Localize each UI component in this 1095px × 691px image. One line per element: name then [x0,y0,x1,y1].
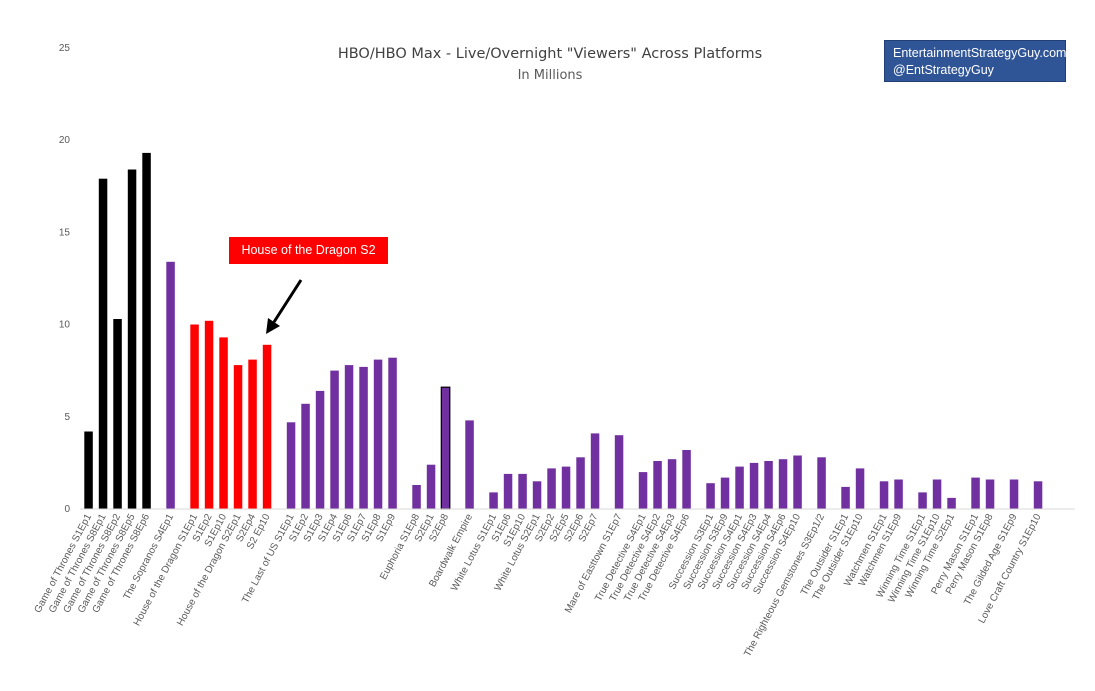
bar [518,473,527,509]
bar [142,152,151,509]
bar [682,450,691,509]
bar [793,455,802,509]
chart-subtitle: In Millions [517,68,583,83]
bar [190,324,199,509]
annotation-arrow [266,279,303,334]
bar [971,477,980,509]
chart-title: HBO/HBO Max - Live/Overnight "Viewers" A… [337,46,763,62]
y-tick-label: 25 [59,43,71,54]
bar [532,481,542,509]
bar [113,319,122,509]
bar [932,479,942,509]
bar [127,169,137,509]
y-tick-label: 15 [59,227,71,238]
bar [918,492,927,509]
bar [219,337,228,509]
bar [503,473,513,509]
bar [576,457,585,509]
y-tick-label: 0 [64,504,70,515]
bar [947,497,956,509]
bar [286,422,296,509]
bar [315,390,325,509]
bar [855,468,865,509]
bar [465,420,474,509]
bar [614,435,624,509]
bar [817,457,826,509]
y-tick-label: 20 [59,135,71,146]
bar [985,479,995,509]
bar [98,178,108,509]
bar [749,462,759,509]
bar [426,464,436,509]
bar [359,366,368,509]
x-tick-label: White Lotus S1Ep1 [449,512,499,593]
bar [764,461,773,509]
bar [233,365,243,509]
bar [653,461,662,509]
bar [301,403,310,509]
bar [1009,479,1019,509]
annotation-callout: House of the Dragon S2 [229,237,388,264]
bar [262,344,272,509]
bar [547,468,556,509]
bar [373,359,383,509]
bar [84,431,93,509]
bar [841,486,850,509]
bar [166,261,175,509]
bar [735,466,744,509]
bar [204,320,214,509]
bar [894,479,903,509]
bar [778,459,788,509]
bar [720,477,730,509]
bar [440,386,451,510]
bars [84,152,1043,510]
bar [706,483,715,509]
bar [330,370,339,509]
bar [638,472,648,509]
credit-handle: @EntStrategyGuy [893,63,994,77]
bar [388,357,397,509]
bar [412,485,421,509]
bar [590,433,600,509]
y-tick-label: 5 [64,412,70,423]
bar [489,492,498,509]
bar [561,466,571,509]
credit-website: EntertainmentStrategyGuy.com [893,46,1067,60]
credit-box: EntertainmentStrategyGuy.com @EntStrateg… [884,40,1066,82]
y-tick-label: 10 [59,320,71,331]
y-axis: 0 5 10 15 20 25 [59,43,71,515]
bar [344,365,354,509]
bar [1033,481,1043,509]
bar [879,481,889,509]
bar [667,459,677,509]
bar [248,359,257,509]
